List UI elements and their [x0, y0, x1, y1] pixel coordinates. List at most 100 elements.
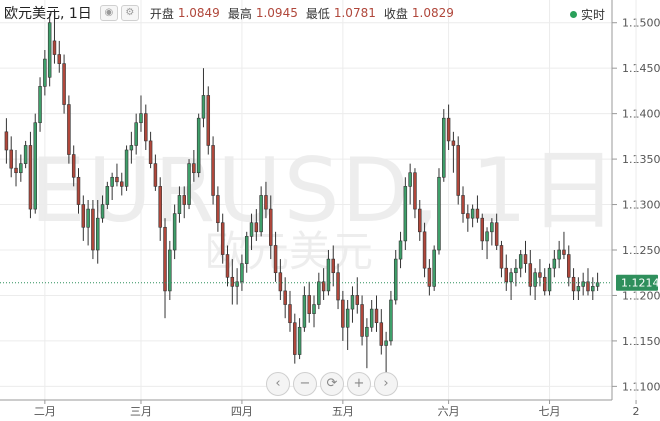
candle-body	[187, 163, 191, 205]
candle-body	[163, 226, 167, 292]
candle-body	[139, 113, 143, 124]
reset-button[interactable]: ⟳	[320, 372, 344, 396]
candle-body	[293, 322, 297, 355]
candle-body	[331, 258, 335, 274]
candle-body	[76, 176, 81, 205]
candle-body	[547, 267, 552, 292]
candle-body	[571, 276, 576, 292]
candle-body	[451, 140, 456, 146]
candle-body	[196, 117, 201, 174]
candle-body	[52, 40, 57, 55]
candle-body	[144, 113, 148, 142]
candle-body	[206, 95, 211, 146]
zoom-in-button[interactable]: +	[347, 372, 371, 396]
y-tick-label: 1.1200	[622, 289, 660, 302]
candle-body	[557, 249, 561, 260]
candle-body	[360, 304, 364, 337]
candle-body	[518, 254, 523, 269]
candle-body	[413, 172, 417, 210]
candle-body	[302, 295, 307, 328]
eye-icon[interactable]: ◉	[99, 5, 118, 21]
candle-body	[14, 167, 18, 174]
candle-body	[499, 245, 504, 269]
y-tick-label: 1.1500	[622, 17, 660, 30]
candle-body	[336, 272, 340, 301]
candle-body	[432, 249, 436, 287]
open-label: 开盘	[149, 6, 174, 21]
candle-body	[264, 195, 268, 210]
candle-body	[350, 295, 355, 310]
zoom-controls: ‹ − ⟳ + ›	[266, 372, 401, 396]
scroll-left-button[interactable]: ‹	[266, 372, 290, 396]
candle-body	[422, 231, 427, 269]
candle-body	[220, 222, 225, 255]
candle-body	[105, 186, 110, 205]
candle-body	[115, 176, 119, 183]
candle-body	[148, 140, 153, 164]
candle-body	[562, 249, 566, 255]
candle-body	[240, 263, 244, 283]
candle-body	[43, 58, 47, 87]
candle-body	[581, 281, 585, 287]
candle-body	[110, 176, 114, 187]
candle-body	[225, 254, 230, 278]
candle-body	[595, 282, 600, 287]
candle-body	[67, 104, 71, 155]
candle-body	[374, 308, 379, 324]
candle-body	[365, 326, 369, 337]
x-tick-label: 七月	[539, 405, 561, 418]
candle-body	[485, 231, 489, 242]
candle-body	[28, 145, 33, 210]
candle-body	[95, 217, 100, 251]
candle-body	[480, 217, 484, 242]
scroll-right-button[interactable]: ›	[374, 372, 398, 396]
candle-body	[158, 186, 162, 228]
candle-body	[494, 222, 499, 246]
candle-body	[120, 181, 124, 187]
candle-body	[466, 213, 470, 219]
candle-body	[201, 95, 206, 119]
candle-body	[38, 86, 42, 124]
y-tick-label: 1.1100	[622, 380, 660, 393]
y-tick-label: 1.1300	[622, 199, 660, 212]
candle-body	[418, 208, 422, 233]
candle-body	[254, 222, 259, 233]
candle-body	[33, 122, 37, 210]
last-price-label: 1.1214	[621, 277, 660, 290]
live-dot-icon	[570, 11, 577, 18]
candle-body	[552, 258, 557, 269]
candle-body	[369, 308, 374, 328]
candle-body	[216, 195, 220, 224]
x-tick-label: 2	[633, 405, 640, 418]
x-tick-label: 二月	[34, 405, 56, 418]
settings-icon[interactable]: ⚙	[120, 5, 139, 21]
candle-body	[283, 290, 287, 305]
candle-body	[341, 299, 345, 328]
low-label: 最低	[305, 6, 330, 21]
candle-body	[408, 172, 412, 187]
y-tick-label: 1.1450	[622, 62, 660, 75]
candle-body	[71, 154, 76, 178]
candle-body	[461, 195, 465, 214]
zoom-out-button[interactable]: −	[293, 372, 317, 396]
candle-body	[446, 117, 451, 142]
x-tick-label: 六月	[438, 405, 460, 418]
candle-body	[177, 195, 182, 214]
candle-body	[230, 276, 235, 287]
y-tick-label: 1.1350	[622, 153, 660, 166]
candle-body	[538, 272, 542, 278]
chart-header: 欧元美元, 1日 ◉ ⚙ 开盘 1.0849 最高 1.0945 最低 1.07…	[4, 3, 454, 23]
live-indicator[interactable]: 实时	[570, 6, 605, 23]
last-price-tag	[616, 274, 658, 291]
candle-body	[509, 272, 513, 283]
high-label: 最高	[227, 6, 252, 21]
candle-body	[249, 222, 254, 237]
candle-body	[81, 204, 86, 228]
candle-body	[47, 22, 52, 78]
candle-body	[393, 258, 398, 301]
candle-body	[62, 63, 66, 105]
high-value: 1.0945	[255, 6, 298, 20]
candle-body	[86, 208, 90, 228]
